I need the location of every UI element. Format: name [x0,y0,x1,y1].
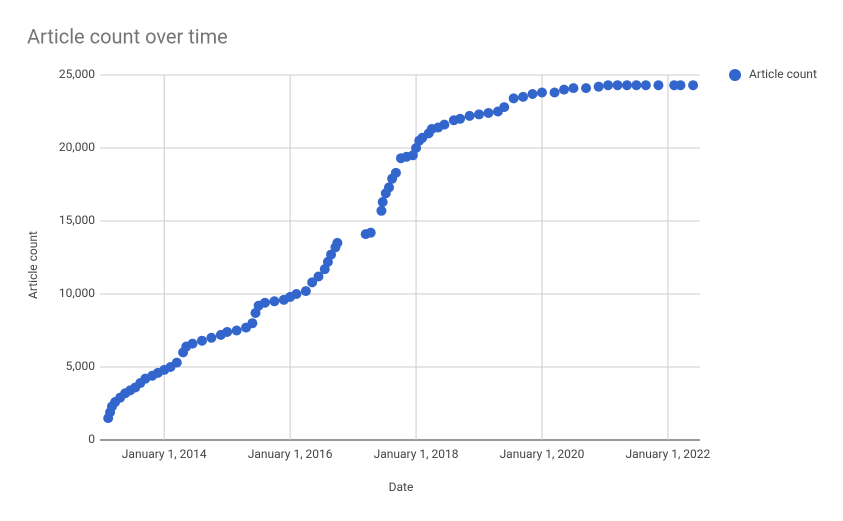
data-point [640,80,651,91]
data-point [326,249,337,260]
data-point [527,88,538,99]
data-point [536,87,547,98]
data-point [269,296,280,307]
y-tick-label: 5,000 [66,359,96,373]
y-tick-label: 10,000 [59,286,95,300]
data-point [313,271,324,282]
data-point [631,80,642,91]
data-point [259,297,270,308]
data-point [300,286,311,297]
data-point [171,357,182,368]
legend-label: Article count [749,67,817,81]
data-point [593,81,604,92]
data-point [383,182,394,193]
data-point [688,80,699,91]
data-point [439,119,450,130]
data-point [675,80,686,91]
x-tick-label: January 1, 2014 [122,447,207,461]
data-point [483,107,494,118]
x-axis-title: Date [389,480,414,494]
y-tick-label: 25,000 [59,67,95,81]
x-tick-label: January 1, 2018 [374,447,459,461]
data-point [307,277,318,288]
data-point [332,237,343,248]
data-point [377,197,388,208]
x-tick-label: January 1, 2020 [500,447,585,461]
data-point [581,83,592,94]
data-point [603,80,614,91]
data-point [231,325,242,336]
data-point [365,227,376,238]
data-point [518,91,529,102]
data-point [187,338,198,349]
data-point [376,205,387,216]
data-point [247,318,258,329]
data-point [568,83,579,94]
data-point [549,87,560,98]
data-point [455,113,466,124]
data-point [222,326,233,337]
data-point [206,332,217,343]
data-point [390,167,401,178]
legend-marker [729,69,741,81]
chart-title: Article count over time [27,24,228,48]
x-tick-label: January 1, 2022 [625,447,710,461]
data-point [499,102,510,113]
data-point [508,93,519,104]
data-point [474,109,485,120]
y-tick-label: 15,000 [59,213,95,227]
data-point [621,80,632,91]
y-tick-label: 20,000 [59,140,95,154]
y-tick-label: 0 [88,432,95,446]
data-point [559,84,570,95]
data-point [464,110,475,121]
data-point [291,289,302,299]
data-point [612,80,623,91]
x-tick-label: January 1, 2016 [248,447,333,461]
y-axis-title: Article count [26,231,40,299]
data-point [196,335,207,346]
data-point [653,80,664,91]
